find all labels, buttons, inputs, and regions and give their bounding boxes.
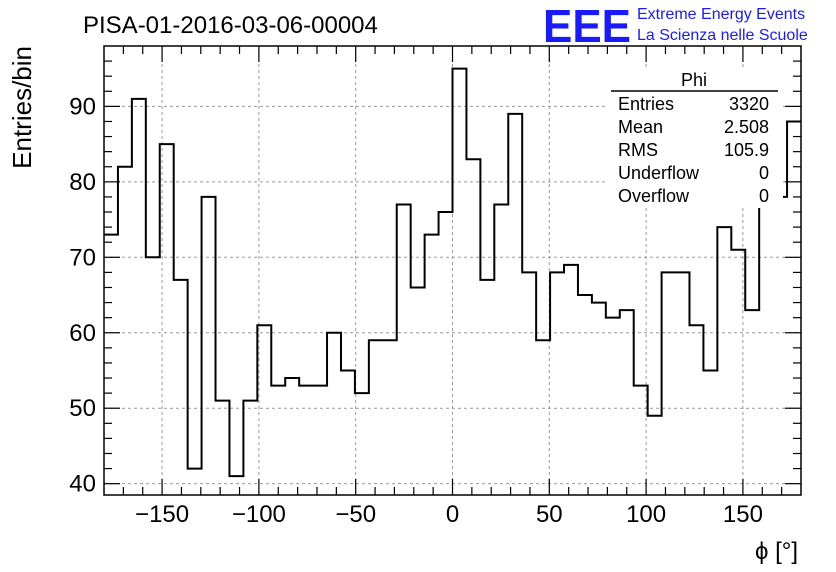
stats-rows: Entries 3320 Mean 2.508 RMS 105.9 Underflow 0 Ov… (618, 94, 769, 206)
stats-value: 0 (759, 163, 769, 183)
stats-value: 0 (759, 186, 769, 206)
y-tick-label: 60 (69, 320, 96, 347)
axis-ticks (104, 46, 801, 495)
stats-label: Underflow (618, 163, 700, 183)
x-tick-labels: −150 −100 −50 0 50 100 150 (135, 501, 763, 528)
x-tick-label: −150 (135, 501, 189, 528)
y-tick-label: 50 (69, 395, 96, 422)
histogram-series (104, 67, 801, 478)
stats-value: 105.9 (724, 140, 769, 160)
y-tick-label: 40 (69, 471, 96, 498)
x-tick-label: 50 (536, 501, 563, 528)
stats-title: Phi (681, 70, 707, 90)
x-tick-label: 0 (446, 501, 459, 528)
stats-label: Mean (618, 117, 663, 137)
stats-box: Phi Entries 3320 Mean 2.508 RMS 105.9 Underflo… (608, 68, 783, 208)
stats-value: 2.508 (724, 117, 769, 137)
chart-title: PISA-01-2016-03-06-00004 (83, 12, 378, 39)
stats-label: Overflow (618, 186, 690, 206)
y-tick-label: 90 (69, 93, 96, 120)
y-tick-labels: 40 50 60 70 80 90 (69, 93, 96, 497)
x-tick-label: 100 (626, 501, 666, 528)
x-tick-label: 150 (723, 501, 763, 528)
logo-line1: Extreme Energy Events (637, 6, 805, 23)
eee-logo: EEE Extreme Energy Events La Scienza nel… (543, 0, 808, 52)
y-tick-label: 80 (69, 169, 96, 196)
x-tick-label: −50 (335, 501, 376, 528)
y-axis-label: Entries/bin (7, 46, 37, 169)
stats-label: Entries (618, 94, 674, 114)
stats-label: RMS (618, 140, 658, 160)
x-axis-label: ϕ [°] (755, 538, 798, 565)
y-tick-label: 70 (69, 244, 96, 271)
stats-value: 3320 (729, 94, 769, 114)
logo-mark: EEE (543, 0, 631, 52)
x-tick-label: −100 (232, 501, 286, 528)
logo-line2: La Scienza nelle Scuole (637, 27, 808, 44)
